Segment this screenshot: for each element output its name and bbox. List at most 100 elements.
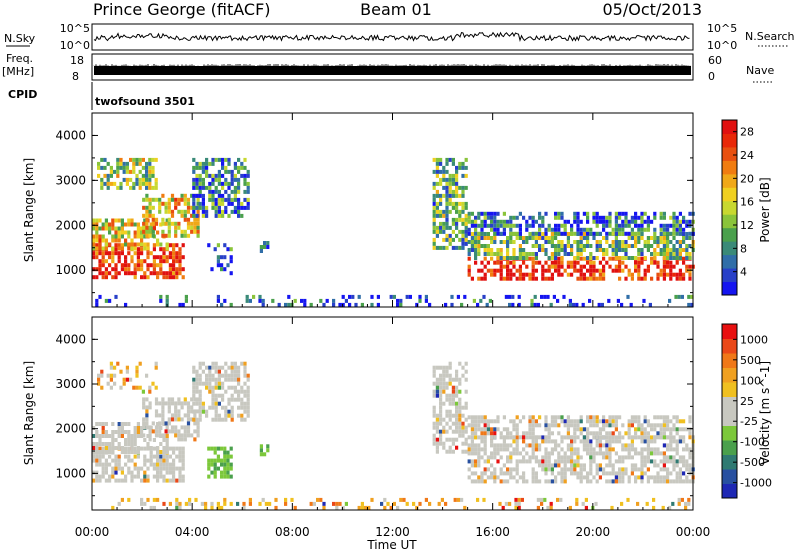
- velocity-cell: [217, 369, 221, 374]
- power-cell: [506, 276, 510, 281]
- power-cell: [108, 298, 112, 303]
- velocity-cell: [589, 423, 593, 428]
- velocity-cell: [453, 497, 457, 502]
- velocity-cell: [461, 365, 465, 370]
- velocity-cell: [684, 505, 688, 510]
- velocity-cell: [678, 467, 682, 472]
- power-cell: [190, 225, 194, 230]
- velocity-cell: [108, 446, 112, 450]
- power-cell: [92, 234, 96, 239]
- power-cell: [461, 229, 465, 234]
- velocity-cell: [117, 478, 121, 483]
- power-cell: [161, 217, 165, 222]
- power-cell: [208, 197, 212, 202]
- power-cell: [229, 271, 233, 276]
- power-cell: [223, 255, 227, 260]
- velocity-cell: [598, 431, 602, 436]
- velocity-cell: [517, 497, 521, 502]
- power-cell: [554, 215, 558, 220]
- power-cell: [167, 205, 171, 210]
- power-cell: [287, 302, 291, 307]
- power-cell: [477, 244, 481, 248]
- power-cell: [512, 231, 516, 236]
- power-cell: [672, 231, 676, 236]
- power-cell: [666, 223, 670, 228]
- power-cell: [533, 302, 537, 307]
- velocity-cell: [104, 450, 108, 454]
- power-cell: [109, 181, 113, 186]
- power-cell: [448, 197, 452, 202]
- velocity-cell: [439, 429, 443, 434]
- velocity-cell: [208, 365, 212, 370]
- power-cell: [620, 302, 624, 307]
- velocity-cell: [152, 505, 156, 510]
- velocity-cell: [646, 435, 650, 440]
- velocity-colorbar-swatch: [722, 353, 737, 368]
- power-cell: [154, 197, 159, 202]
- velocity-cell: [435, 425, 439, 430]
- velocity-cell: [528, 455, 532, 460]
- power-cell: [136, 247, 140, 252]
- power-cell: [117, 255, 121, 260]
- velocity-cell: [643, 419, 647, 424]
- power-cell: [499, 276, 503, 281]
- velocity-cell: [688, 451, 692, 456]
- velocity-cell: [445, 385, 449, 390]
- power-cell: [132, 157, 136, 162]
- power-cell: [669, 248, 673, 252]
- power-cell: [133, 251, 137, 256]
- velocity-cell: [557, 471, 561, 476]
- power-cell: [483, 256, 487, 261]
- power-cell: [669, 276, 673, 281]
- velocity-cell: [124, 462, 128, 467]
- power-cell: [263, 241, 267, 245]
- velocity-cell: [229, 466, 233, 471]
- power-cell: [148, 197, 152, 202]
- power-cell: [448, 185, 452, 190]
- power-cell: [688, 272, 692, 277]
- power-cell: [167, 225, 171, 230]
- power-cell: [496, 248, 500, 252]
- power-cell: [435, 233, 439, 238]
- velocity-cell: [437, 501, 441, 506]
- power-cell: [662, 252, 666, 256]
- velocity-cell: [688, 427, 692, 432]
- power-cell: [573, 256, 577, 260]
- velocity-cell: [618, 471, 622, 476]
- power-cell: [467, 240, 471, 244]
- power-cell: [432, 185, 436, 190]
- velocity-cell: [142, 401, 146, 406]
- velocity-cell: [389, 505, 393, 510]
- velocity-cell: [509, 419, 513, 424]
- power-cell: [557, 211, 561, 216]
- velocity-cell: [170, 417, 175, 422]
- power-cell: [455, 205, 459, 210]
- velocity-cell: [448, 413, 452, 418]
- power-cell: [177, 209, 181, 214]
- power-cell: [98, 263, 102, 268]
- velocity-cell: [98, 474, 102, 479]
- velocity-cell: [432, 437, 436, 442]
- power-cell: [534, 276, 538, 281]
- velocity-cell: [156, 470, 160, 475]
- freq-band: [94, 66, 691, 75]
- velocity-cell: [637, 435, 641, 440]
- power-cell: [656, 236, 660, 240]
- velocity-cell: [243, 401, 247, 406]
- power-cell: [470, 232, 474, 236]
- power-cell: [114, 294, 118, 299]
- power-cell: [101, 275, 105, 280]
- velocity-cell: [550, 419, 554, 424]
- power-cell: [486, 268, 490, 273]
- power-cell: [201, 209, 205, 214]
- velocity-cell: [230, 373, 234, 378]
- power-cell: [148, 169, 152, 174]
- power-cell: [602, 276, 606, 281]
- velocity-cell: [135, 373, 139, 378]
- power-cell: [252, 294, 256, 299]
- power-cell: [271, 298, 275, 303]
- power-cell: [174, 233, 178, 238]
- velocity-cell: [149, 462, 153, 467]
- power-cell: [461, 201, 465, 206]
- power-cell: [108, 263, 112, 268]
